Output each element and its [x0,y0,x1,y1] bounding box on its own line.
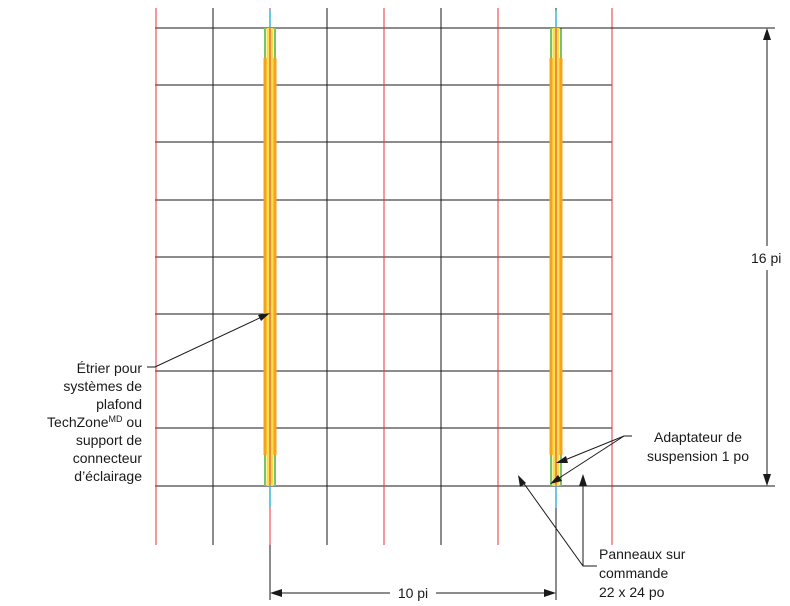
bracket-callout-line-6: connecteur [73,450,143,466]
adapter-callout-line-1: Adaptateur de [654,429,742,445]
adapter-callout-line-2: suspension 1 po [647,448,749,464]
height-arrow-bottom [763,474,771,486]
adapter-leader-1 [559,435,632,463]
panels-arrow-1 [518,475,526,487]
grid-lines [155,8,613,545]
bracket-callout: Étrier pour systèmes de plafond TechZone… [47,360,142,484]
adapter-arrow-1 [556,456,568,463]
panels-callout-line-1: Panneaux sur [599,546,686,562]
bracket-leader [147,314,267,368]
bracket-callout-line-7: d’éclairage [74,468,142,484]
width-arrow-left [270,589,282,597]
bracket-callout-line-1: Étrier pour [77,360,143,376]
techzone-trademark: MD [109,414,123,424]
panels-callout: Panneaux sur commande 22 x 24 po [599,546,686,600]
panels-leader-1 [519,477,597,567]
height-arrow-top [763,28,771,40]
bracket-callout-line-4: TechZoneMD ou [47,414,142,430]
bracket-callout-line-5: support de [76,432,142,448]
bracket-leader-arrow [258,313,270,321]
height-dimension: 16 pi [560,27,781,487]
adapter-leader-2 [552,435,625,483]
width-dimension-label: 10 pi [398,585,428,601]
techzone-bracket [549,10,563,508]
bracket-callout-line-2: systèmes de [63,378,142,394]
techzone-bracket [263,10,277,508]
bracket-callout-line-3: plafond [96,396,142,412]
width-arrow-right [544,589,556,597]
height-dimension-label: 16 pi [751,250,781,266]
brackets [263,10,563,508]
width-dimension: 10 pi [269,545,557,601]
techzone-suffix: ou [123,414,142,430]
panels-callout-line-2: commande [599,565,668,581]
panels-arrow-2 [579,474,587,486]
adapter-callout: Adaptateur de suspension 1 po [647,429,749,464]
panels-callout-line-3: 22 x 24 po [599,584,665,600]
techzone-brand: TechZone [47,414,109,430]
leaders [147,313,632,567]
adapter-arrow-2 [550,475,562,484]
